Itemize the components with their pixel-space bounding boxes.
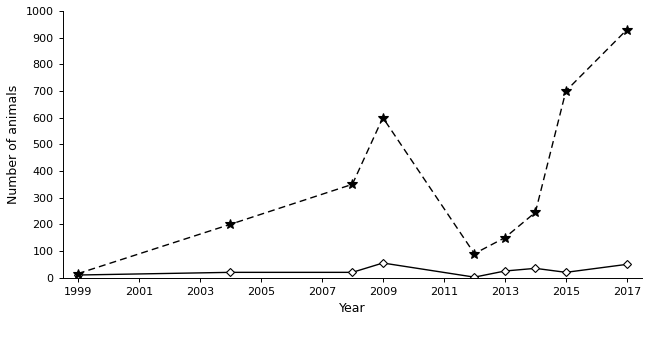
Breeding sows — [379, 115, 387, 120]
Y-axis label: Number of animals: Number of animals — [7, 85, 20, 204]
Breeding sows — [532, 210, 539, 214]
Breeding boars — [562, 270, 570, 274]
X-axis label: Year: Year — [339, 302, 366, 315]
Breeding boars — [501, 269, 509, 273]
Breeding sows — [471, 252, 478, 256]
Breeding boars — [226, 270, 234, 274]
Breeding sows — [501, 236, 509, 240]
Breeding boars — [532, 266, 539, 271]
Breeding sows — [348, 182, 356, 187]
Breeding sows — [226, 222, 234, 226]
Breeding boars — [74, 273, 82, 277]
Breeding boars — [379, 261, 387, 265]
Breeding boars — [348, 270, 356, 274]
Breeding sows — [74, 272, 82, 276]
Breeding boars — [623, 262, 631, 267]
Breeding boars — [471, 275, 478, 279]
Line: Breeding boars: Breeding boars — [75, 260, 630, 280]
Line: Breeding sows: Breeding sows — [73, 25, 632, 278]
Breeding sows — [623, 27, 631, 32]
Breeding sows — [562, 89, 570, 93]
